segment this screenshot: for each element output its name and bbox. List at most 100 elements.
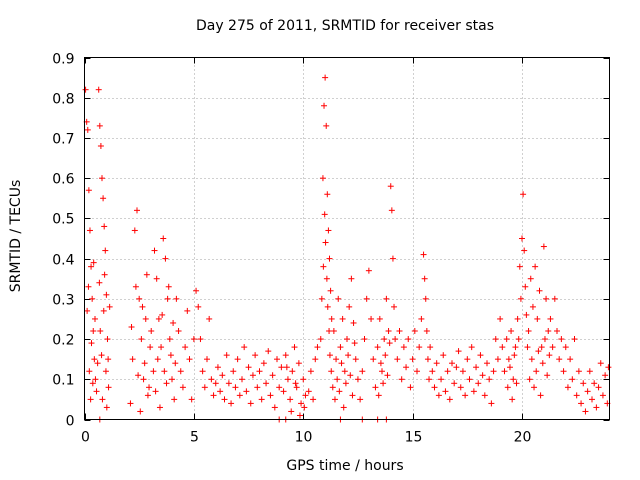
data-point	[605, 364, 612, 371]
data-point	[567, 356, 574, 363]
data-point	[466, 376, 473, 383]
data-point	[543, 295, 550, 302]
x-tick-label: 15	[405, 430, 423, 446]
data-point	[96, 122, 103, 129]
data-point	[146, 384, 153, 391]
data-point	[101, 271, 108, 278]
data-point	[497, 315, 504, 322]
data-point	[331, 396, 338, 403]
data-point	[562, 344, 569, 351]
x-tick-label: 10	[295, 430, 313, 446]
data-point	[370, 356, 377, 363]
data-point	[102, 368, 109, 375]
data-point	[468, 344, 475, 351]
data-point	[139, 303, 146, 310]
data-point	[170, 319, 177, 326]
data-point	[142, 315, 149, 322]
data-point	[269, 372, 276, 379]
data-point	[97, 142, 104, 149]
data-point	[85, 283, 92, 290]
data-point	[288, 408, 295, 415]
data-point	[92, 376, 99, 383]
data-point	[163, 380, 170, 387]
data-point	[535, 348, 542, 355]
data-point	[501, 368, 508, 375]
data-point	[339, 315, 346, 322]
data-point	[361, 336, 368, 343]
data-point	[426, 376, 433, 383]
data-point	[522, 283, 529, 290]
data-point	[291, 344, 298, 351]
data-point	[90, 259, 97, 266]
data-point	[188, 396, 195, 403]
data-point	[381, 336, 388, 343]
data-point	[433, 360, 440, 367]
data-point	[204, 356, 210, 363]
data-point	[152, 388, 159, 395]
data-point	[98, 352, 105, 359]
data-point	[132, 283, 139, 290]
y-tick-label: 0.6	[52, 172, 74, 188]
data-point	[154, 356, 161, 363]
data-point	[377, 360, 384, 367]
data-point	[510, 376, 517, 383]
data-point	[88, 340, 95, 347]
data-point	[520, 191, 527, 198]
data-point	[586, 368, 593, 375]
data-point	[162, 255, 169, 262]
data-point	[345, 352, 352, 359]
data-point	[324, 303, 331, 310]
data-point	[475, 380, 482, 387]
data-point	[392, 336, 399, 343]
data-point	[337, 344, 344, 351]
data-point	[186, 356, 193, 363]
data-point	[349, 392, 356, 399]
data-point	[545, 328, 552, 335]
data-point	[525, 328, 532, 335]
data-point	[287, 396, 294, 403]
x-tick-label: 20	[514, 430, 532, 446]
data-point	[420, 251, 427, 258]
data-point	[278, 364, 285, 371]
data-point	[219, 372, 226, 379]
data-point	[197, 336, 204, 343]
data-point	[214, 364, 221, 371]
data-point	[326, 352, 333, 359]
data-point	[391, 303, 398, 310]
data-point	[127, 400, 134, 407]
data-point	[263, 380, 270, 387]
data-point	[103, 291, 110, 298]
data-point	[252, 352, 259, 359]
data-point	[352, 356, 359, 363]
data-point	[236, 392, 243, 399]
data-point	[267, 392, 274, 399]
data-point	[528, 356, 535, 363]
data-point	[533, 368, 540, 375]
data-point	[516, 263, 523, 270]
data-point	[488, 400, 495, 407]
data-point	[357, 396, 364, 403]
data-point	[169, 376, 175, 383]
data-point	[519, 235, 525, 242]
data-point	[217, 388, 224, 395]
data-point	[265, 348, 272, 355]
data-point	[314, 344, 321, 351]
data-point	[282, 352, 289, 359]
data-point	[131, 227, 138, 234]
data-point	[323, 275, 330, 282]
data-point	[105, 384, 112, 391]
data-point	[597, 360, 604, 367]
data-point	[527, 275, 534, 282]
data-point	[453, 364, 460, 371]
y-tick-label: 0.9	[52, 52, 74, 68]
y-tick-label: 0.8	[52, 92, 74, 108]
data-point	[342, 380, 349, 387]
data-point	[326, 255, 333, 262]
y-tick-label: 0.7	[52, 132, 74, 148]
data-point	[416, 344, 423, 351]
data-point	[335, 295, 342, 302]
data-point	[455, 348, 462, 355]
data-point	[515, 336, 522, 343]
data-point	[506, 364, 513, 371]
